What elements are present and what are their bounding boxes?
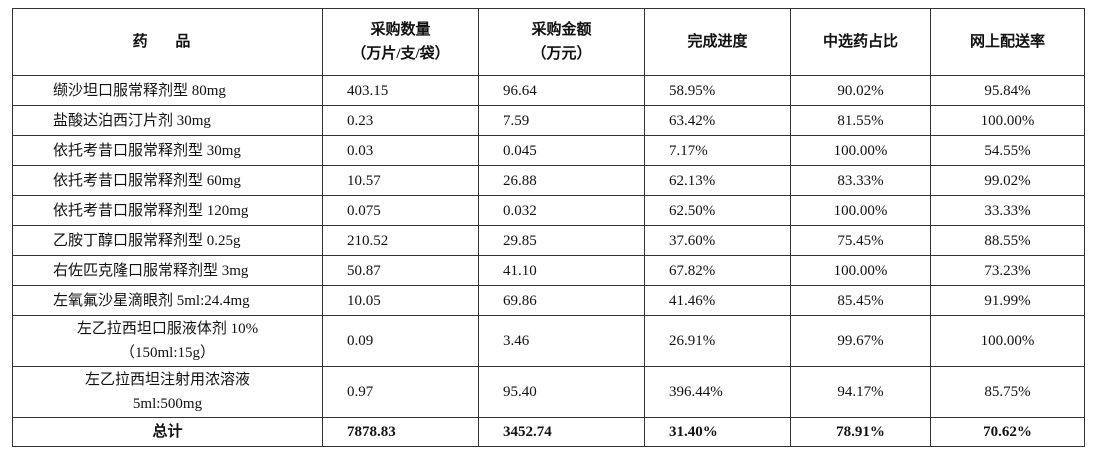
value-cell: 37.60% bbox=[644, 225, 791, 256]
value-cell: 73.23% bbox=[930, 255, 1085, 286]
value-cell: 94.17% bbox=[790, 366, 931, 418]
value-cell: 0.23 bbox=[322, 105, 479, 136]
value-cell: 采购金额 （万元） bbox=[478, 8, 645, 76]
value-cell: 78.91% bbox=[790, 417, 931, 447]
value-cell: 完成进度 bbox=[644, 8, 791, 76]
value-cell: 88.55% bbox=[930, 225, 1085, 256]
data-row: 右佐匹克隆口服常释剂型 3mg 50.87 41.10 67.82% 100.00% 73… bbox=[12, 255, 1085, 286]
value-cell: 3452.74 bbox=[478, 417, 645, 447]
data-row: 盐酸达泊西汀片剂 30mg 0.23 7.59 63.42% 81.55% 100.00% bbox=[12, 105, 1085, 136]
value-cell: 7.17% bbox=[644, 135, 791, 166]
value-cell: 0.97 bbox=[322, 366, 479, 418]
name-cell: 左乙拉西坦口服液体剂 10% （150ml:15g） bbox=[12, 315, 323, 367]
value-cell: 采购数量 （万片/支/袋） bbox=[322, 8, 479, 76]
value-cell: 0.03 bbox=[322, 135, 479, 166]
cell-line: （万元） bbox=[531, 46, 592, 62]
value-cell: 95.40 bbox=[478, 366, 645, 418]
value-cell: 3.46 bbox=[478, 315, 645, 367]
value-cell: 99.67% bbox=[790, 315, 931, 367]
value-cell: 26.88 bbox=[478, 165, 645, 196]
value-cell: 403.15 bbox=[322, 75, 479, 106]
value-cell: 100.00% bbox=[790, 255, 931, 286]
data-row: 乙胺丁醇口服常释剂型 0.25g 210.52 29.85 37.60% 75.45% 8… bbox=[12, 225, 1085, 256]
cell-line: 左乙拉西坦注射用浓溶液 bbox=[84, 372, 250, 388]
value-cell: 7878.83 bbox=[322, 417, 479, 447]
data-row: 依托考昔口服常释剂型 120mg 0.075 0.032 62.50% 100.00% 3… bbox=[12, 195, 1085, 226]
value-cell: 0.09 bbox=[322, 315, 479, 367]
value-cell: 100.00% bbox=[930, 105, 1085, 136]
data-row: 左乙拉西坦口服液体剂 10% （150ml:15g） 0.09 3.46 26.91% 9… bbox=[12, 315, 1085, 367]
value-cell: 31.40% bbox=[644, 417, 791, 447]
value-cell: 83.33% bbox=[790, 165, 931, 196]
value-cell: 99.02% bbox=[930, 165, 1085, 196]
value-cell: 26.91% bbox=[644, 315, 791, 367]
value-cell: 100.00% bbox=[790, 195, 931, 226]
data-row: 左氧氟沙星滴眼剂 5ml:24.4mg 10.05 69.86 41.46% 85.45… bbox=[12, 285, 1085, 316]
value-cell: 100.00% bbox=[930, 315, 1085, 367]
data-row: 依托考昔口服常释剂型 30mg 0.03 0.045 7.17% 100.00% 54.5… bbox=[12, 135, 1085, 166]
cell-line: 采购数量 bbox=[370, 22, 431, 38]
value-cell: 10.05 bbox=[322, 285, 479, 316]
value-cell: 0.045 bbox=[478, 135, 645, 166]
value-cell: 91.99% bbox=[930, 285, 1085, 316]
value-cell: 50.87 bbox=[322, 255, 479, 286]
value-cell: 33.33% bbox=[930, 195, 1085, 226]
value-cell: 网上配送率 bbox=[930, 8, 1085, 76]
name-cell: 依托考昔口服常释剂型 30mg bbox=[12, 135, 323, 166]
value-cell: 中选药占比 bbox=[790, 8, 931, 76]
table-body: 药 品采购数量 （万片/支/袋） 采购金额 （万元） 完成进度 中选药占比 网上配送率 缬沙坦… bbox=[12, 8, 1085, 447]
name-cell: 总计 bbox=[12, 417, 323, 447]
name-cell: 药 品 bbox=[12, 8, 323, 76]
cell-line: （万片/支/袋） bbox=[351, 46, 450, 62]
value-cell: 54.55% bbox=[930, 135, 1085, 166]
value-cell: 0.075 bbox=[322, 195, 479, 226]
value-cell: 210.52 bbox=[322, 225, 479, 256]
name-cell: 盐酸达泊西汀片剂 30mg bbox=[12, 105, 323, 136]
cell-line: （150ml:15g） bbox=[119, 345, 215, 361]
name-cell: 依托考昔口服常释剂型 60mg bbox=[12, 165, 323, 196]
value-cell: 41.10 bbox=[478, 255, 645, 286]
value-cell: 90.02% bbox=[790, 75, 931, 106]
data-row: 左乙拉西坦注射用浓溶液 5ml:500mg 0.97 95.40 396.44% 94.1… bbox=[12, 366, 1085, 418]
value-cell: 41.46% bbox=[644, 285, 791, 316]
value-cell: 95.84% bbox=[930, 75, 1085, 106]
name-cell: 右佐匹克隆口服常释剂型 3mg bbox=[12, 255, 323, 286]
value-cell: 7.59 bbox=[478, 105, 645, 136]
cell-line: 左乙拉西坦口服液体剂 10% bbox=[76, 321, 259, 337]
value-cell: 85.45% bbox=[790, 285, 931, 316]
header-row: 药 品 采购数量 （万片/支/袋） 采购金额 （万元） 完成进度 中选药占比 网上配送率 bbox=[12, 8, 1085, 76]
total-row: 总计 7878.83 3452.74 31.40% 78.91% 70.62% bbox=[12, 417, 1085, 447]
name-cell: 缬沙坦口服常释剂型 80mg bbox=[12, 75, 323, 106]
name-cell: 依托考昔口服常释剂型 120mg bbox=[12, 195, 323, 226]
value-cell: 100.00% bbox=[790, 135, 931, 166]
value-cell: 58.95% bbox=[644, 75, 791, 106]
value-cell: 29.85 bbox=[478, 225, 645, 256]
value-cell: 69.86 bbox=[478, 285, 645, 316]
value-cell: 62.50% bbox=[644, 195, 791, 226]
value-cell: 67.82% bbox=[644, 255, 791, 286]
purchase-table: 药 品采购数量 （万片/支/袋） 采购金额 （万元） 完成进度 中选药占比 网上配送率 缬沙坦… bbox=[12, 8, 1085, 447]
cell-line: 采购金额 bbox=[531, 22, 592, 38]
name-cell: 乙胺丁醇口服常释剂型 0.25g bbox=[12, 225, 323, 256]
value-cell: 0.032 bbox=[478, 195, 645, 226]
value-cell: 96.64 bbox=[478, 75, 645, 106]
value-cell: 10.57 bbox=[322, 165, 479, 196]
cell-line: 5ml:500mg bbox=[132, 396, 203, 412]
value-cell: 62.13% bbox=[644, 165, 791, 196]
value-cell: 85.75% bbox=[930, 366, 1085, 418]
value-cell: 75.45% bbox=[790, 225, 931, 256]
value-cell: 70.62% bbox=[930, 417, 1085, 447]
value-cell: 81.55% bbox=[790, 105, 931, 136]
value-cell: 396.44% bbox=[644, 366, 791, 418]
data-row: 依托考昔口服常释剂型 60mg 10.57 26.88 62.13% 83.33% 99.… bbox=[12, 165, 1085, 196]
name-cell: 左氧氟沙星滴眼剂 5ml:24.4mg bbox=[12, 285, 323, 316]
value-cell: 63.42% bbox=[644, 105, 791, 136]
data-row: 缬沙坦口服常释剂型 80mg 403.15 96.64 58.95% 90.02% 95.… bbox=[12, 75, 1085, 106]
name-cell: 左乙拉西坦注射用浓溶液 5ml:500mg bbox=[12, 366, 323, 418]
